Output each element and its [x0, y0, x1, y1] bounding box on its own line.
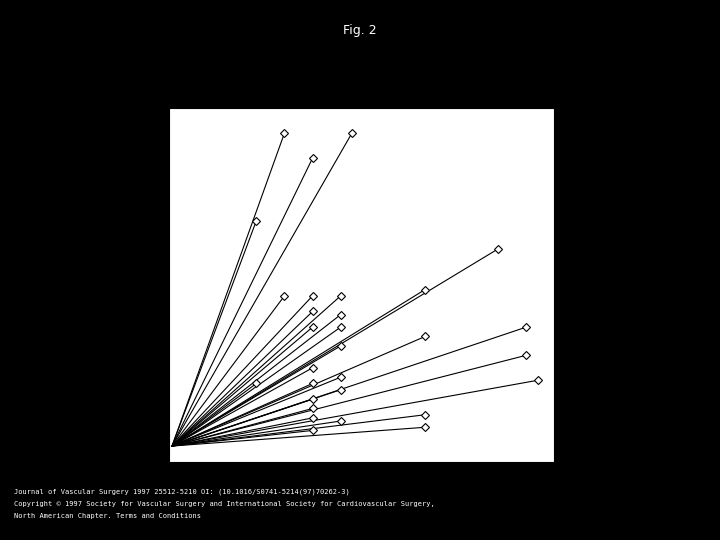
Text: A: A — [84, 437, 96, 455]
Text: Copyright © 1997 Society for Vascular Surgery and International Society for Card: Copyright © 1997 Society for Vascular Su… — [14, 501, 435, 507]
Y-axis label: % Stenosis: % Stenosis — [114, 243, 130, 327]
X-axis label: Time (years): Time (years) — [314, 491, 410, 505]
Text: North American Chapter. Terms and Conditions: North American Chapter. Terms and Condit… — [14, 513, 202, 519]
Text: Journal of Vascular Surgery 1997 25512-5210 OI: (10.1016/S0741-5214(97)70262-3): Journal of Vascular Surgery 1997 25512-5… — [14, 489, 350, 495]
Text: Fig. 2: Fig. 2 — [343, 24, 377, 37]
